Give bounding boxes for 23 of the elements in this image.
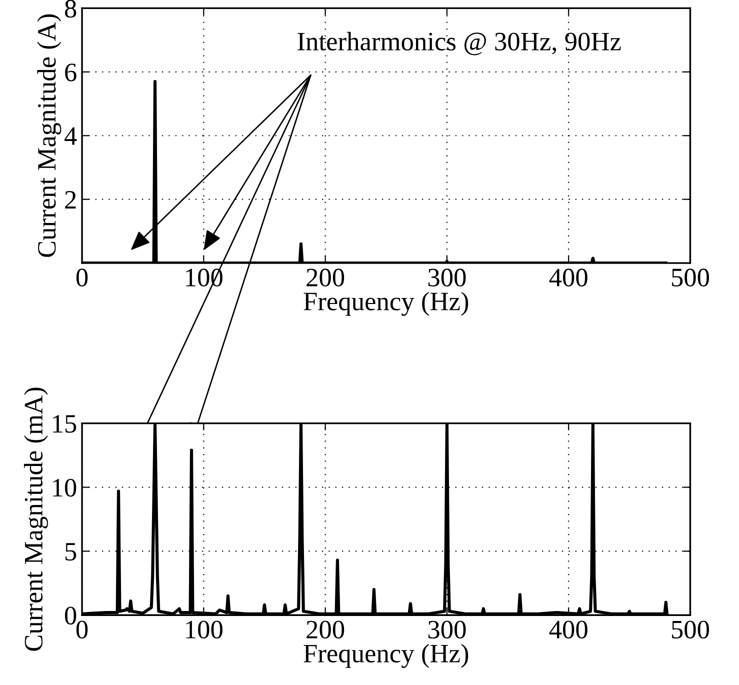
x-tick-label: 400 <box>549 620 588 639</box>
y-tick-label: 10 <box>53 478 76 497</box>
y-tick-label: 5 <box>66 543 76 561</box>
x-tick-label: 400 <box>549 268 588 286</box>
y-tick-label: 15 <box>53 415 76 433</box>
x-axis-title: Frequency (Hz) <box>304 644 468 668</box>
y-tick-label: 2 <box>65 191 76 208</box>
x-tick-label: 500 <box>672 268 710 286</box>
y-axis-title: Current Magnitude (A) <box>37 14 62 257</box>
x-tick-label: 500 <box>672 620 710 639</box>
x-axis-title: Frequency (Hz) <box>304 292 468 316</box>
x-tick-label: 100 <box>186 620 222 639</box>
x-tick-label: 300 <box>428 268 466 286</box>
x-tick-label: 300 <box>428 620 466 639</box>
x-tick-label: 0 <box>76 268 88 286</box>
annotation: Interharmonics @ 30Hz, 90Hz <box>298 32 621 56</box>
x-tick-label: 200 <box>306 620 344 639</box>
y-tick-label: 6 <box>65 64 76 82</box>
y-axis-title: Current Magnitude (mA) <box>24 388 48 651</box>
y-tick-label: 4 <box>64 127 77 145</box>
x-tick-label: 200 <box>306 268 344 286</box>
y-tick-label: 0 <box>64 606 76 625</box>
y-tick-label: 8 <box>64 0 76 18</box>
